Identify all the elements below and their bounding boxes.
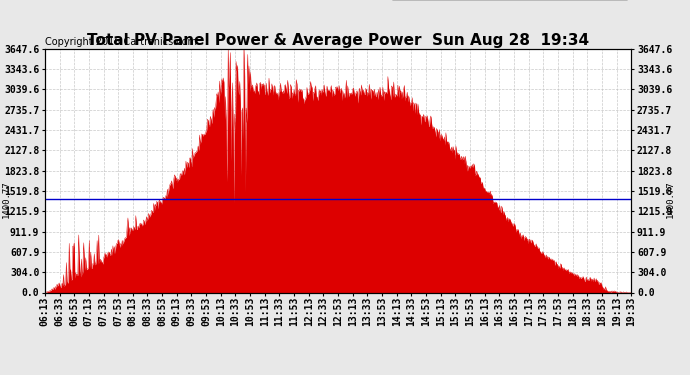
Text: 1400.77: 1400.77 (1, 180, 10, 218)
Title: Total PV Panel Power & Average Power  Sun Aug 28  19:34: Total PV Panel Power & Average Power Sun… (87, 33, 589, 48)
Text: 1400.77: 1400.77 (666, 180, 675, 218)
Text: Copyright 2016 Cartronics.com: Copyright 2016 Cartronics.com (45, 37, 197, 47)
